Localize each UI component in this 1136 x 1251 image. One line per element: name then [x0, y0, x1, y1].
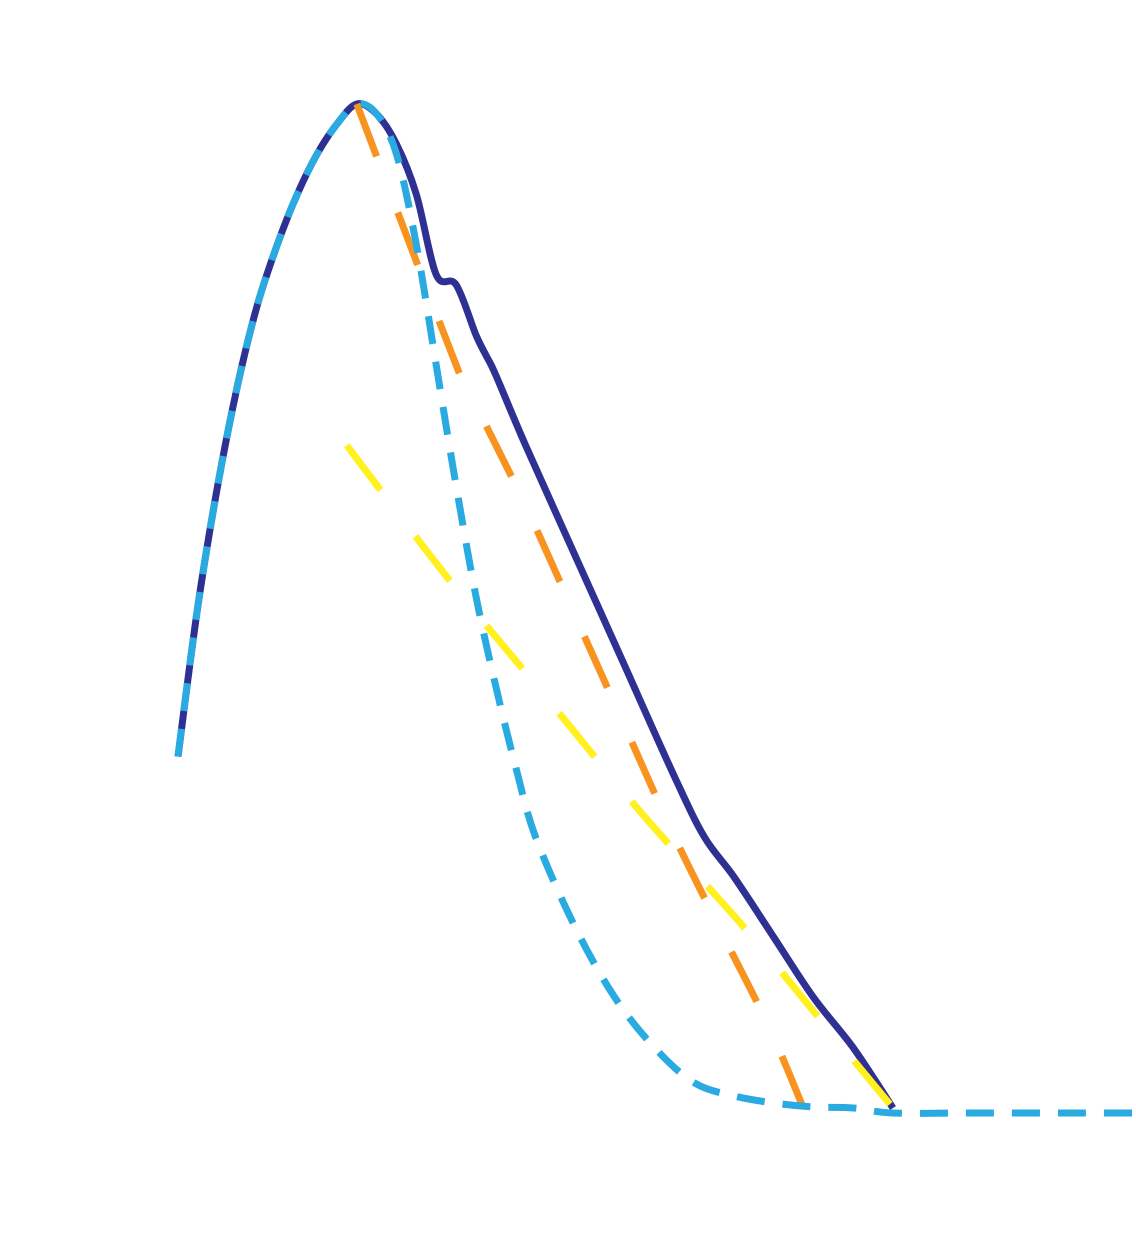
- series-line-2: [174, 100, 1136, 1117]
- series-line-1: [174, 100, 896, 1110]
- series-line-4: [344, 443, 896, 1111]
- series-line-3: [353, 102, 827, 1160]
- series-group: [174, 100, 1136, 1160]
